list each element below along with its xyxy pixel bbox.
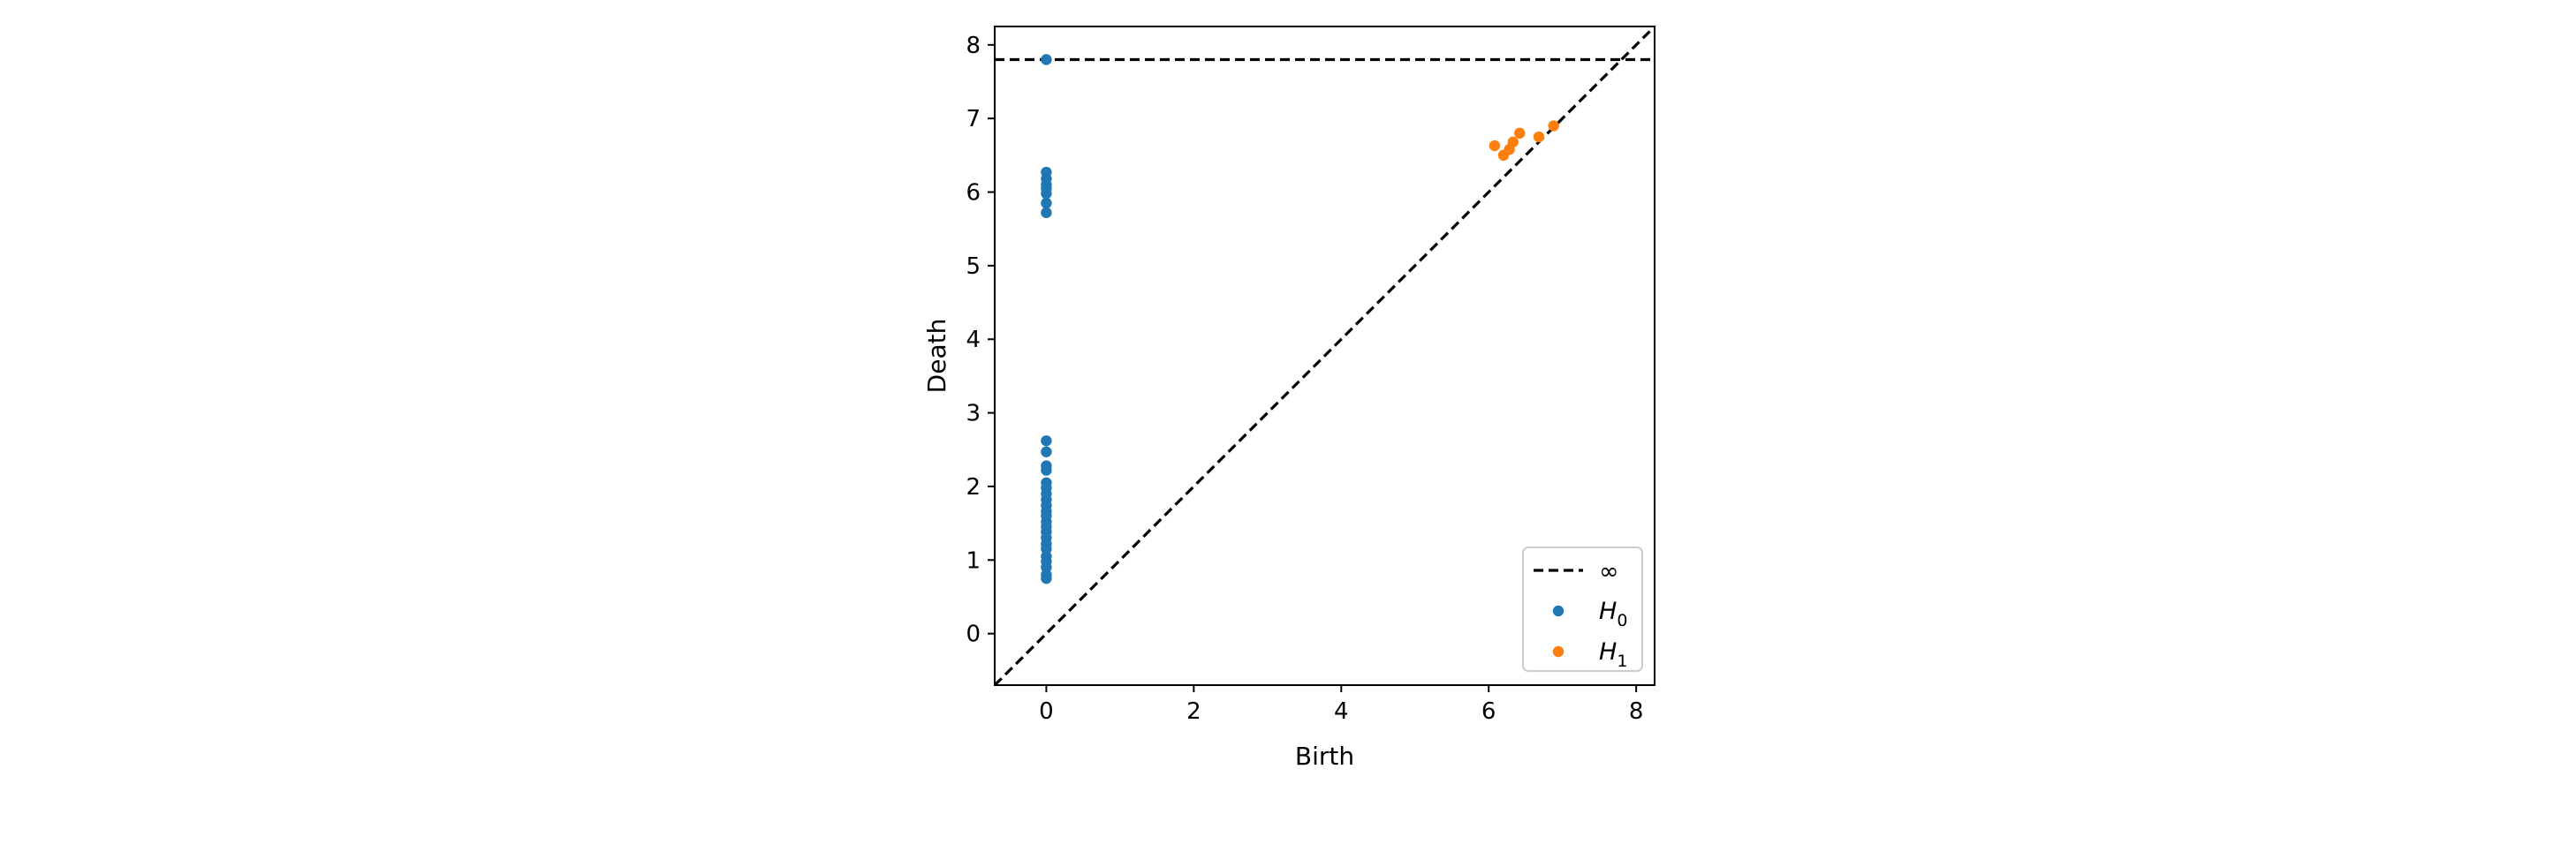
y-axis-label: Death bbox=[922, 319, 951, 394]
legend-series-subscript: 0 bbox=[1617, 611, 1627, 630]
y-tick-label: 0 bbox=[966, 622, 981, 648]
y-tick-label: 4 bbox=[966, 327, 981, 353]
point-h0-8 bbox=[1041, 435, 1052, 447]
legend-h1-label: H1 bbox=[1599, 638, 1627, 671]
y-tick-label: 3 bbox=[966, 401, 981, 427]
point-h1-4 bbox=[1514, 127, 1526, 139]
point-h1-3 bbox=[1507, 136, 1519, 148]
point-h0-29 bbox=[1041, 572, 1052, 584]
y-tick-label: 7 bbox=[966, 106, 981, 132]
legend-series-name: H bbox=[1599, 638, 1617, 666]
diagonal-line bbox=[995, 26, 1655, 685]
point-h0-7 bbox=[1041, 207, 1052, 219]
legend-series-subscript: 1 bbox=[1617, 652, 1627, 671]
axes: 0 2 4 6 8 0 1 2 3 4 5 6 7 8 Birth Death bbox=[922, 26, 1655, 771]
legend-h0-swatch bbox=[1552, 605, 1565, 617]
plot-content bbox=[995, 26, 1655, 685]
point-h0-5 bbox=[1041, 188, 1052, 200]
y-tick-label: 1 bbox=[966, 547, 981, 574]
x-tick-label: 0 bbox=[1039, 698, 1054, 725]
point-h1-6 bbox=[1548, 120, 1559, 132]
axes-frame bbox=[994, 26, 1655, 686]
point-h0-9 bbox=[1041, 446, 1052, 457]
point-h0-11 bbox=[1041, 464, 1052, 476]
point-h0-0 bbox=[1041, 54, 1052, 65]
x-tick-label: 6 bbox=[1481, 698, 1496, 725]
legend-infinity-label: ∞ bbox=[1599, 558, 1619, 585]
legend-h1-swatch bbox=[1552, 645, 1565, 658]
legend-h0-label: H0 bbox=[1599, 598, 1627, 630]
y-tick-label: 2 bbox=[966, 474, 981, 501]
point-h1-0 bbox=[1489, 139, 1501, 152]
point-h1-5 bbox=[1533, 131, 1545, 143]
x-tick-label: 4 bbox=[1334, 698, 1349, 725]
legend-series-name: H bbox=[1599, 598, 1617, 625]
plot-area bbox=[995, 26, 1655, 685]
y-tick-label: 8 bbox=[966, 33, 981, 59]
x-axis-label: Birth bbox=[1295, 742, 1354, 771]
y-tick-label: 6 bbox=[966, 180, 981, 207]
x-tick-label: 2 bbox=[1186, 698, 1201, 725]
y-tick-label: 5 bbox=[966, 253, 981, 280]
x-tick-label: 8 bbox=[1629, 698, 1644, 725]
legend-box bbox=[1522, 547, 1643, 672]
point-h0-6 bbox=[1041, 197, 1052, 209]
